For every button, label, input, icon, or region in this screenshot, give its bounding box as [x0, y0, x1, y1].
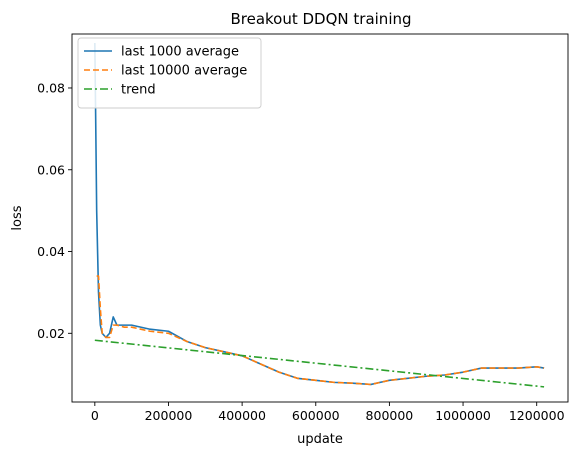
plot-border — [71, 33, 569, 403]
y-tick-label: 0.06 — [37, 162, 65, 177]
y-tick-label: 0.04 — [37, 244, 65, 259]
legend-box — [77, 37, 262, 109]
x-tick-label: 1200000 — [509, 408, 565, 423]
chart-title: Breakout DDQN training — [230, 10, 411, 28]
series-line-2 — [96, 275, 545, 386]
x-tick-label: 600000 — [292, 408, 340, 423]
legend-label: last 10000 average — [121, 64, 247, 79]
x-tick-label: 1000000 — [435, 408, 491, 423]
series-line-3 — [94, 339, 545, 388]
x-tick-label: 400000 — [218, 408, 266, 423]
y-tick-label: 0.08 — [37, 80, 65, 95]
y-axis: 0.02 0.04 0.06 0.08 — [37, 80, 72, 341]
x-tick-label: 800000 — [366, 408, 414, 423]
x-tick-label: 200000 — [145, 408, 193, 423]
x-axis-label: update — [297, 432, 343, 447]
y-tick-label: 0.02 — [37, 326, 65, 341]
legend: last 1000 average last 10000 average trend — [77, 37, 262, 109]
legend-label: last 1000 average — [121, 45, 239, 60]
series-layer — [94, 42, 545, 388]
y-axis-label: loss — [10, 205, 25, 230]
x-axis: 0 200000 400000 600000 800000 1000000 1200000 — [91, 402, 565, 423]
x-tick-label: 0 — [91, 408, 99, 423]
legend-label: trend — [121, 83, 156, 98]
